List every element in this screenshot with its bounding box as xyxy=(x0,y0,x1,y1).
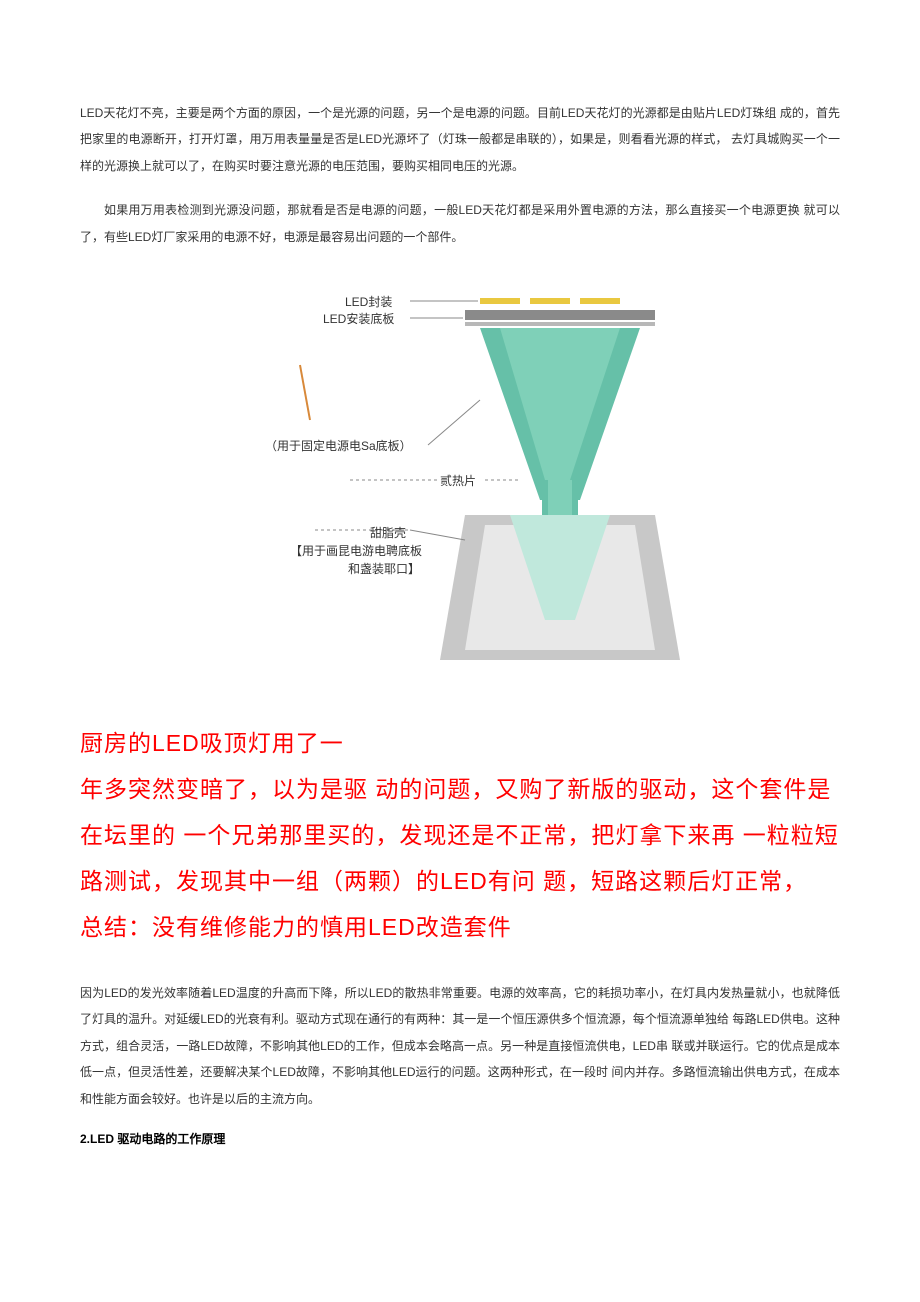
paragraph-efficiency: 因为LED的发光效率随着LED温度的升高而下降，所以LED的散热非常重要。电源的… xyxy=(80,980,840,1112)
highlight-line-1: 厨房的LED吸顶灯用了一 xyxy=(80,720,840,766)
highlight-block: 厨房的LED吸顶灯用了一 年多突然变暗了，以为是驱 动的问题，又购了新版的驱动，… xyxy=(80,720,840,950)
label-shell: 甜脂壳 xyxy=(370,524,406,541)
label-sa-note: （用于固定电源电Sa底板） xyxy=(265,437,412,454)
section-2-heading: 2.LED 驱动电路的工作原理 xyxy=(80,1130,840,1147)
led-lamp-diagram: LED封装 LED安装底板 （用于固定电源电Sa底板） 贰热片 甜脂壳 【用于画… xyxy=(210,280,710,700)
diagram-container: LED封装 LED安装底板 （用于固定电源电Sa底板） 贰热片 甜脂壳 【用于画… xyxy=(80,280,840,700)
label-heat-sink: 贰热片 xyxy=(440,472,476,489)
paragraph-power-issue: 如果用万用表检测到光源没问题，那就看是否是电源的问题，一般LED天花灯都是采用外… xyxy=(80,197,840,250)
highlight-line-2: 年多突然变暗了，以为是驱 动的问题，又购了新版的驱动，这个套件是在坛里的 一个兄… xyxy=(80,766,840,904)
paragraph-intro: LED天花灯不亮，主要是两个方面的原因，一个是光源的问题，另一个是电源的问题。目… xyxy=(80,100,840,179)
label-led-package: LED封装 xyxy=(345,293,392,310)
label-shell-note1: 【用于画昆电游电聘底板 xyxy=(290,542,422,559)
label-shell-note2: 和盏装耶口】 xyxy=(348,560,420,577)
label-led-mount: LED安装底板 xyxy=(323,310,394,327)
highlight-summary: 总结：没有维修能力的慎用LED改造套件 xyxy=(80,904,840,950)
